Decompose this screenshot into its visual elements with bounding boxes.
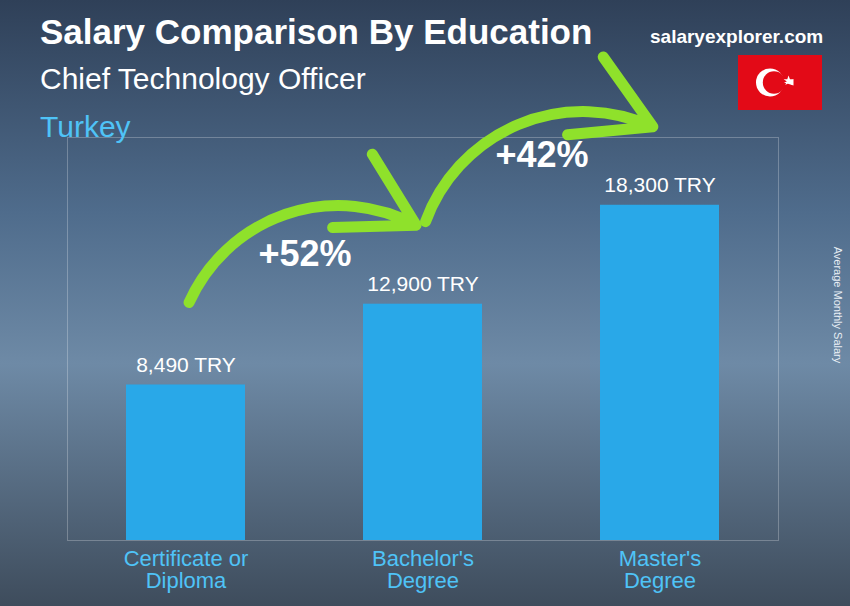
svg-text:18,300 TRY: 18,300 TRY — [604, 173, 715, 196]
html-text:Chief Technology Officer: Chief Technology Officer — [40, 62, 366, 95]
html-text:Salary Comparison By Education: Salary Comparison By Education — [40, 12, 593, 51]
svg-text:Master'sDegree: Master'sDegree — [619, 546, 701, 593]
svg-text:+52%: +52% — [258, 233, 351, 274]
html-text:Turkey: Turkey — [40, 110, 131, 143]
svg-text:12,900 TRY: 12,900 TRY — [367, 272, 478, 295]
html-text:Average Monthly Salary: Average Monthly Salary — [832, 246, 844, 364]
svg-text:Bachelor'sDegree: Bachelor'sDegree — [372, 546, 474, 593]
html-text:salaryexplorer.com: salaryexplorer.com — [650, 26, 824, 47]
svg-text:+42%: +42% — [495, 134, 588, 175]
svg-text:8,490 TRY: 8,490 TRY — [136, 353, 236, 376]
svg-text:Certificate orDiploma: Certificate orDiploma — [124, 546, 249, 593]
